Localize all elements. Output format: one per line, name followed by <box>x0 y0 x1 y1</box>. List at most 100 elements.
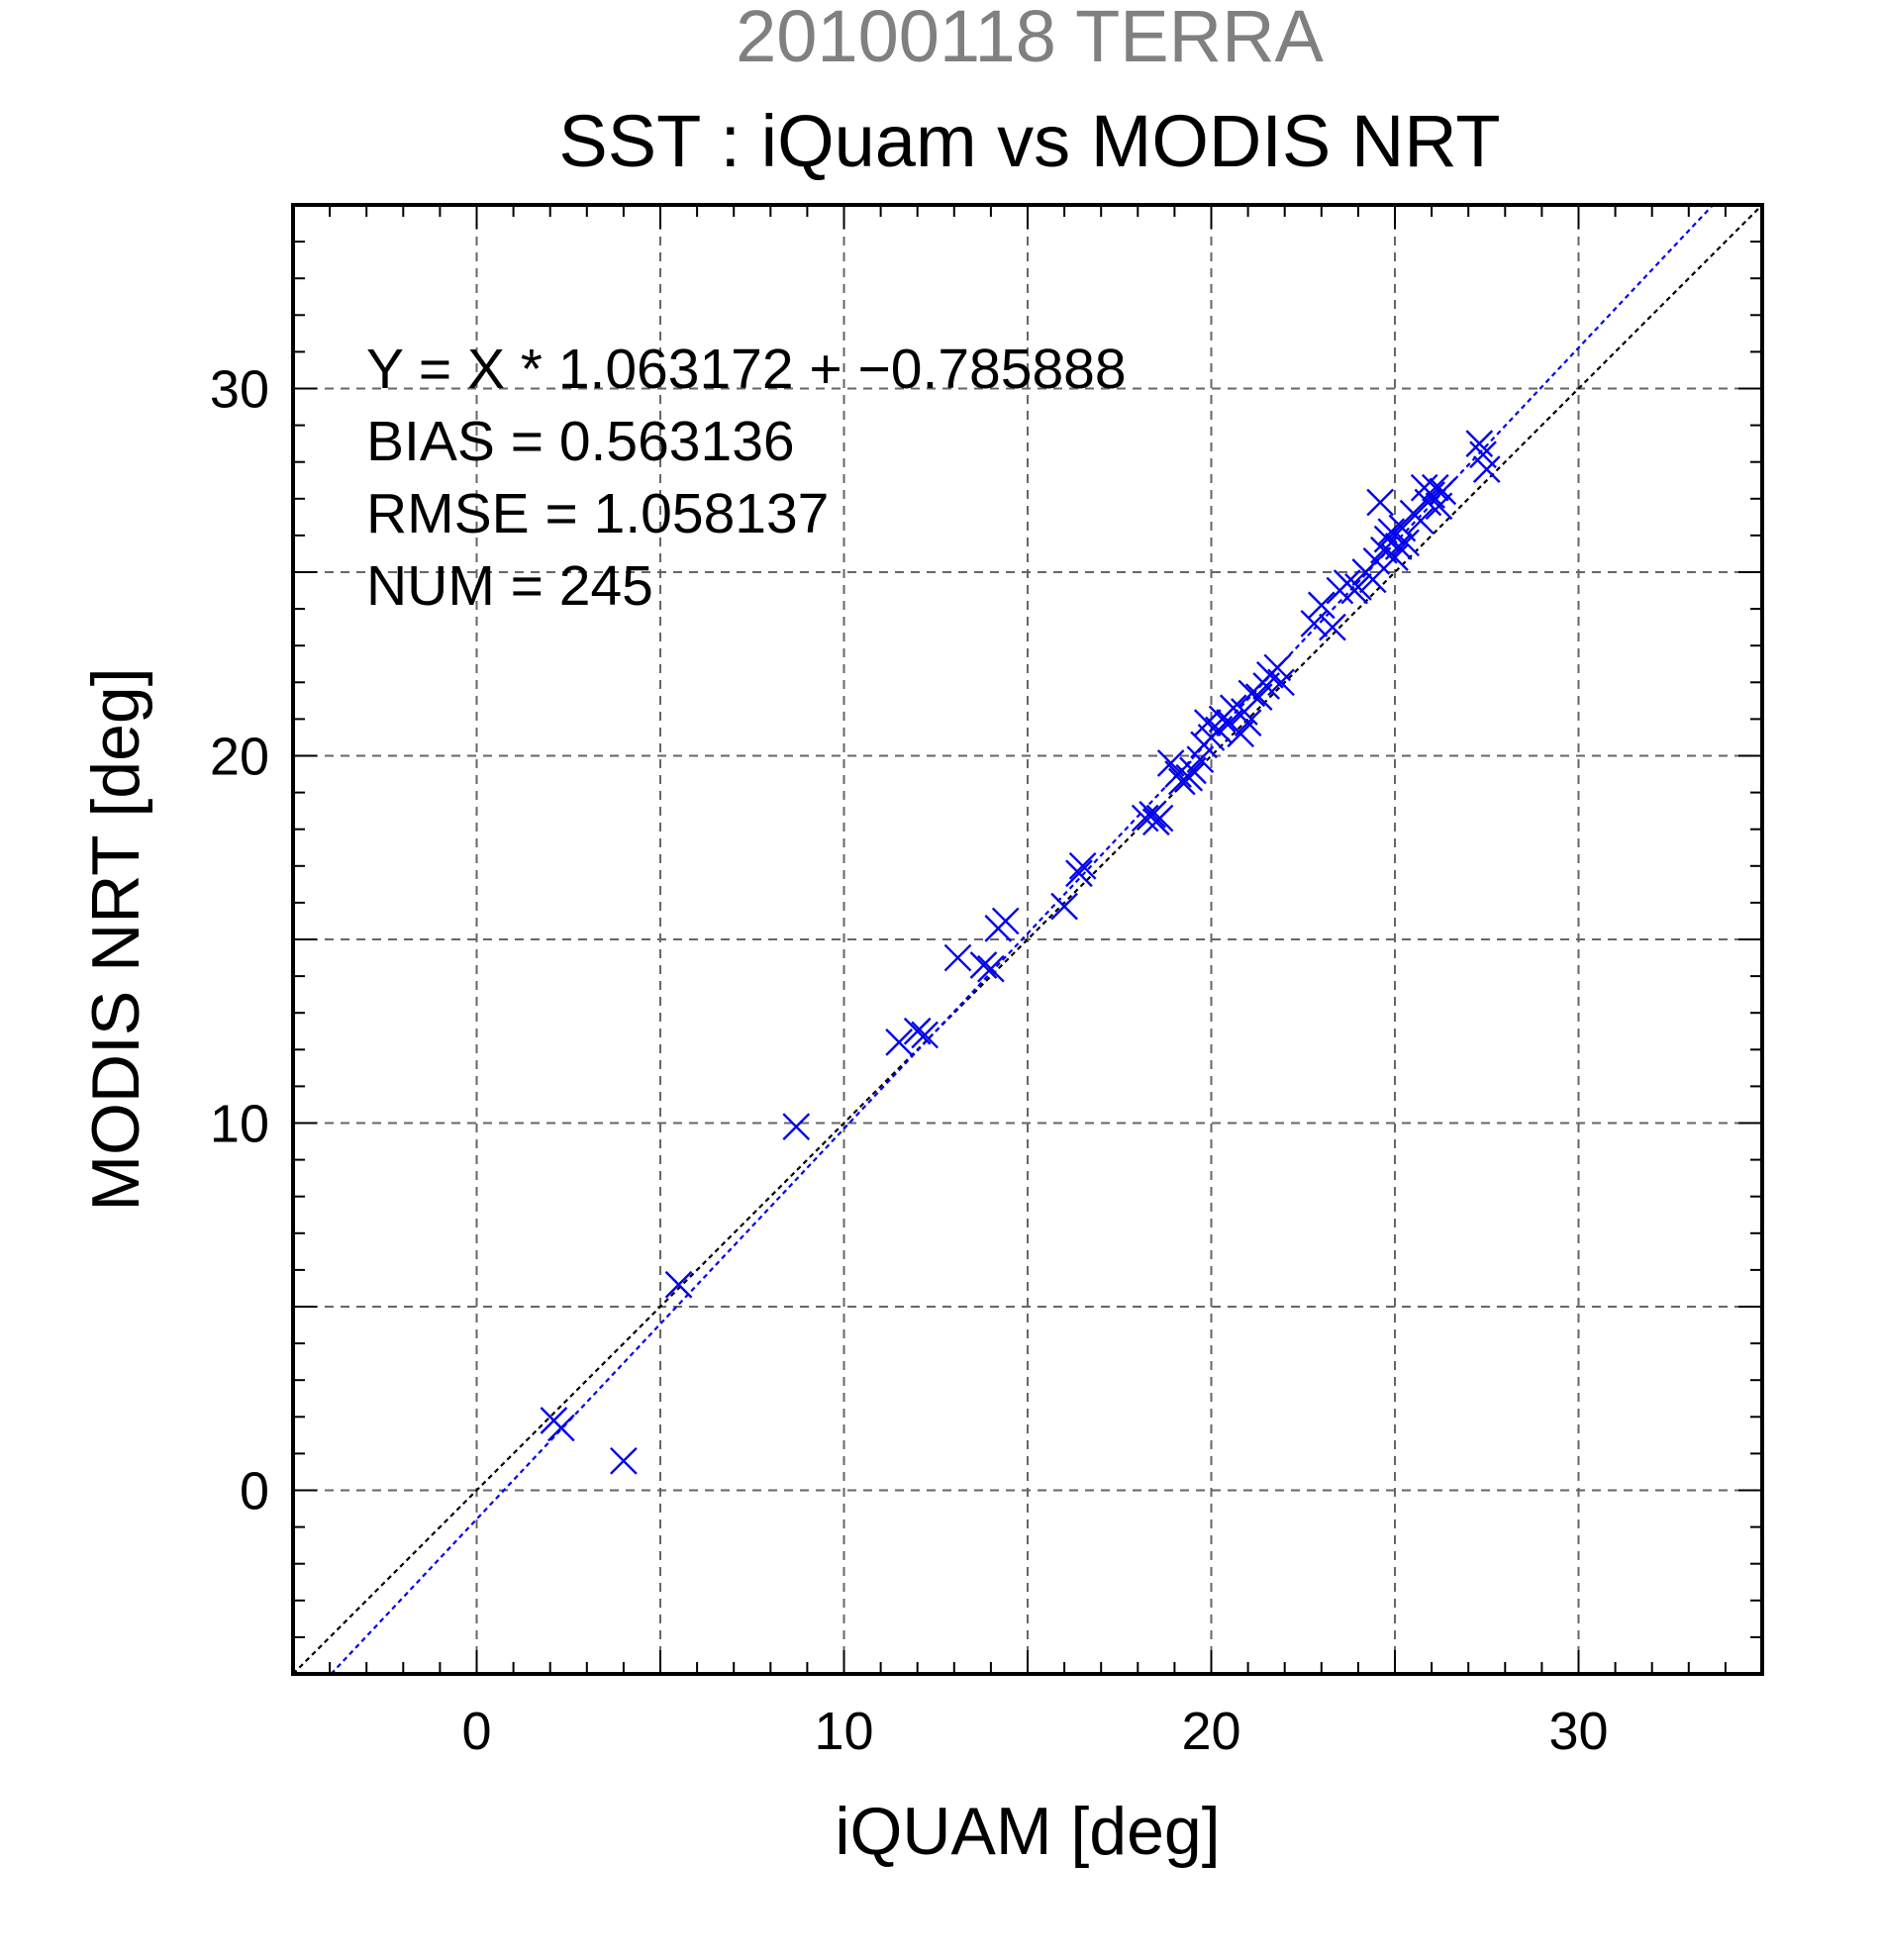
x-tick-label: 0 <box>461 1702 491 1761</box>
marker-stroke <box>1384 533 1413 560</box>
chart-subtitle: SST : iQuam vs MODIS NRT <box>558 100 1500 182</box>
marker-stroke <box>1366 488 1395 517</box>
y-axis-label: MODIS NRT [deg] <box>78 667 153 1211</box>
y-tick-label: 30 <box>210 360 269 420</box>
marker-stroke <box>1469 441 1497 469</box>
marker-stroke <box>1344 572 1372 601</box>
marker-stroke <box>1407 507 1435 535</box>
data-point <box>1138 801 1166 829</box>
data-point <box>1300 610 1329 637</box>
data-point <box>1407 507 1435 535</box>
marker-stroke <box>1421 473 1449 502</box>
marker-stroke <box>782 1113 811 1141</box>
y-tick-label: 10 <box>210 1095 269 1154</box>
data-point <box>1465 430 1494 457</box>
data-point <box>1307 591 1336 620</box>
identity-line <box>292 204 1763 1675</box>
marker-stroke <box>1319 613 1346 641</box>
data-point <box>1267 668 1295 697</box>
rmse-value: RMSE = 1.058137 <box>366 482 829 545</box>
marker-stroke <box>1068 851 1097 880</box>
marker-stroke <box>1358 565 1387 594</box>
marker-stroke <box>1307 591 1336 620</box>
y-tick-label: 0 <box>240 1462 269 1521</box>
marker-stroke <box>943 943 972 972</box>
data-point <box>1377 518 1406 546</box>
marker-stroke <box>1175 763 1204 792</box>
marker-stroke <box>1138 801 1166 829</box>
data-point <box>1358 565 1387 594</box>
marker-stroke <box>546 1414 575 1442</box>
marker-stroke <box>1373 525 1402 553</box>
reference-lines <box>292 204 1763 1675</box>
data-point <box>943 943 972 972</box>
marker-stroke <box>1219 694 1247 723</box>
data-point <box>1344 572 1372 601</box>
data-point <box>1472 455 1501 483</box>
marker-stroke <box>1145 804 1174 833</box>
marker-stroke <box>664 1270 693 1299</box>
marker-stroke <box>1465 430 1494 457</box>
marker-stroke <box>1418 481 1445 509</box>
grid-lines <box>293 205 1762 1674</box>
marker-stroke <box>1377 518 1406 546</box>
marker-stroke <box>977 954 1005 983</box>
marker-stroke <box>1263 653 1292 682</box>
count-value: NUM = 245 <box>366 554 653 618</box>
marker-stroke <box>1381 543 1409 572</box>
bias-value: BIAS = 0.563136 <box>366 410 795 473</box>
marker-stroke <box>1156 749 1185 777</box>
marker-stroke <box>1388 514 1417 542</box>
x-tick-label: 20 <box>1181 1702 1240 1761</box>
x-axis-label: iQUAM [deg] <box>835 1794 1220 1869</box>
data-point <box>1065 859 1093 888</box>
data-points <box>540 430 1501 1475</box>
data-point <box>1319 613 1346 641</box>
marker-stroke <box>1267 668 1295 697</box>
data-point <box>1392 529 1420 557</box>
data-point <box>991 907 1020 935</box>
data-point <box>664 1270 693 1299</box>
marker-stroke <box>903 1017 932 1045</box>
data-point <box>1429 477 1457 506</box>
marker-stroke <box>1429 477 1457 506</box>
data-point <box>1366 488 1395 517</box>
tick-labels: 0 10 20 30 0 10 20 30 <box>210 360 1609 1762</box>
chart-title: 20100118 TERRA <box>736 0 1324 77</box>
data-point <box>782 1113 811 1141</box>
marker-stroke <box>991 907 1020 935</box>
data-point <box>885 1029 913 1056</box>
fit-equation: Y = X * 1.063172 + −0.785888 <box>366 338 1127 401</box>
data-point <box>1050 892 1078 921</box>
marker-stroke <box>1414 488 1442 517</box>
x-tick-label: 30 <box>1548 1702 1608 1761</box>
marker-stroke <box>1472 455 1501 483</box>
marker-stroke <box>1300 610 1329 637</box>
data-point <box>1145 804 1174 833</box>
marker-stroke <box>1234 709 1262 736</box>
data-point <box>903 1017 932 1045</box>
data-point <box>1175 763 1204 792</box>
marker-stroke <box>885 1029 913 1056</box>
data-point <box>969 951 998 979</box>
data-point <box>610 1446 638 1475</box>
marker-stroke <box>969 951 998 979</box>
data-point <box>911 1021 939 1049</box>
data-point <box>1384 533 1413 560</box>
data-point <box>1131 804 1159 833</box>
data-point <box>1234 709 1262 736</box>
y-tick-label: 20 <box>210 728 269 787</box>
marker-stroke <box>610 1446 638 1475</box>
data-point <box>1414 488 1442 517</box>
data-point <box>1068 851 1097 880</box>
marker-stroke <box>1065 859 1093 888</box>
x-tick-label: 10 <box>814 1702 873 1761</box>
data-point <box>977 954 1005 983</box>
marker-stroke <box>911 1021 939 1049</box>
regression-line <box>330 204 1715 1675</box>
data-point <box>546 1414 575 1442</box>
plot-frame <box>291 203 1764 1676</box>
stats-box: Y = X * 1.063172 + −0.785888 BIAS = 0.56… <box>366 338 1127 618</box>
marker-stroke <box>1392 529 1420 557</box>
